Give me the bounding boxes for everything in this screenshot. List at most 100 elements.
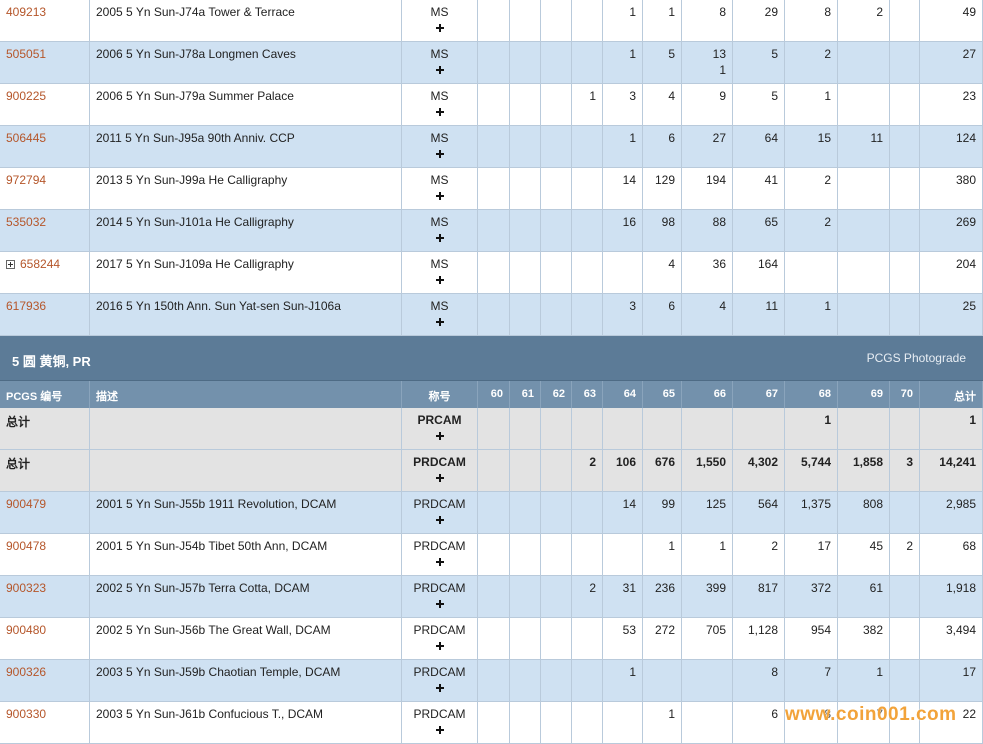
column-header[interactable]: 68 <box>785 381 838 408</box>
description: 2002 5 Yn Sun-J56b The Great Wall, DCAM <box>96 623 331 637</box>
column-header[interactable]: 70 <box>890 381 920 408</box>
code-cell[interactable]: 409213 <box>0 0 90 42</box>
column-header[interactable]: 67 <box>733 381 785 408</box>
designation: PRDCAM <box>413 665 466 679</box>
code-cell[interactable]: 535032 <box>0 210 90 252</box>
grade-count: 1 <box>719 539 726 553</box>
grade-cell: 4,302 <box>733 450 785 492</box>
add-button[interactable] <box>435 600 444 608</box>
code-cell[interactable]: 900225 <box>0 84 90 126</box>
grade-cell: 7 <box>785 660 838 702</box>
grade-count: 41 <box>764 173 778 187</box>
designation: MS <box>430 131 449 145</box>
add-button[interactable] <box>435 234 444 242</box>
add-button[interactable] <box>435 432 444 440</box>
designation: PRDCAM <box>413 623 466 637</box>
column-header[interactable]: 64 <box>603 381 643 408</box>
add-button[interactable] <box>435 24 444 32</box>
pcgs-code: 总计 <box>6 457 31 471</box>
grade-count: 1 <box>824 89 831 103</box>
grade-count: 53 <box>622 623 636 637</box>
total-cell: 14,241 <box>920 450 983 492</box>
total-cell: 17 <box>920 660 983 702</box>
grade-count: 1 <box>668 539 675 553</box>
grade-cell <box>572 702 603 744</box>
add-button[interactable] <box>435 150 444 158</box>
code-cell[interactable]: 617936 <box>0 294 90 336</box>
photograde-link[interactable]: PCGS Photograde <box>866 351 966 365</box>
grade-count: 5,744 <box>800 455 831 469</box>
code-cell[interactable]: 505051 <box>0 42 90 84</box>
add-button[interactable] <box>435 558 444 566</box>
grade-count: 3 <box>906 455 913 469</box>
grade-count: 1,550 <box>695 455 726 469</box>
grade-cell: 194 <box>682 168 733 210</box>
code-cell[interactable]: 900480 <box>0 618 90 660</box>
add-button[interactable] <box>435 684 444 692</box>
grade-cell: 64 <box>733 126 785 168</box>
grade-cell: 53 <box>603 618 643 660</box>
column-header: 描述 <box>90 381 402 408</box>
code-cell[interactable]: 900479 <box>0 492 90 534</box>
designation-cell: PRDCAM <box>402 576 478 618</box>
column-header[interactable]: 63 <box>572 381 603 408</box>
expand-button[interactable] <box>6 260 15 269</box>
description: 2013 5 Yn Sun-J99a He Calligraphy <box>96 173 288 187</box>
grade-cell <box>838 210 890 252</box>
grade-cell <box>510 660 541 702</box>
description: 2006 5 Yn Sun-J78a Longmen Caves <box>96 47 296 61</box>
grade-count: 64 <box>764 131 778 145</box>
grade-count: 99 <box>661 497 675 511</box>
grade-count: 954 <box>810 623 831 637</box>
column-header[interactable]: 总计 <box>920 381 983 408</box>
grade-count: 399 <box>705 581 726 595</box>
total-count: 17 <box>962 665 976 679</box>
column-header[interactable]: 66 <box>682 381 733 408</box>
grade-count: 6 <box>668 299 675 313</box>
grade-count: 5 <box>668 47 675 61</box>
add-button[interactable] <box>435 474 444 482</box>
description: 2005 5 Yn Sun-J74a Tower & Terrace <box>96 5 295 19</box>
code-cell[interactable]: 972794 <box>0 168 90 210</box>
grade-cell: 3 <box>603 294 643 336</box>
column-header[interactable]: 62 <box>541 381 572 408</box>
grade-cell: 5 <box>733 84 785 126</box>
pcgs-code: 900326 <box>6 665 47 679</box>
add-button[interactable] <box>435 516 444 524</box>
grade-count: 16 <box>622 215 636 229</box>
grade-cell <box>510 294 541 336</box>
add-button[interactable] <box>435 276 444 284</box>
column-header: 称号 <box>402 381 478 408</box>
add-button[interactable] <box>435 726 444 734</box>
grade-cell <box>478 660 510 702</box>
column-header[interactable]: 61 <box>510 381 541 408</box>
add-button[interactable] <box>435 318 444 326</box>
code-cell[interactable]: 900478 <box>0 534 90 576</box>
column-header[interactable]: 60 <box>478 381 510 408</box>
grade-cell <box>572 408 603 450</box>
column-header[interactable]: 65 <box>643 381 682 408</box>
grade-count: 236 <box>654 581 675 595</box>
code-cell[interactable]: 900330 <box>0 702 90 744</box>
description-cell: 2002 5 Yn Sun-J57b Terra Cotta, DCAM <box>90 576 402 618</box>
column-header: PCGS 编号 <box>0 381 90 408</box>
grade-count: 2 <box>876 5 883 19</box>
description-cell <box>90 408 402 450</box>
column-header[interactable]: 69 <box>838 381 890 408</box>
grade-cell: 808 <box>838 492 890 534</box>
designation-cell: MS <box>402 252 478 294</box>
grade-cell <box>478 408 510 450</box>
add-button[interactable] <box>435 192 444 200</box>
code-cell[interactable]: 506445 <box>0 126 90 168</box>
grade-cell <box>510 450 541 492</box>
add-button[interactable] <box>435 66 444 74</box>
grade-cell <box>890 702 920 744</box>
code-cell[interactable]: 900326 <box>0 660 90 702</box>
grade-cell <box>510 0 541 42</box>
pcgs-code: 900323 <box>6 581 47 595</box>
add-button[interactable] <box>435 108 444 116</box>
add-button[interactable] <box>435 642 444 650</box>
code-cell[interactable]: 658244 <box>0 252 90 294</box>
code-cell[interactable]: 900323 <box>0 576 90 618</box>
